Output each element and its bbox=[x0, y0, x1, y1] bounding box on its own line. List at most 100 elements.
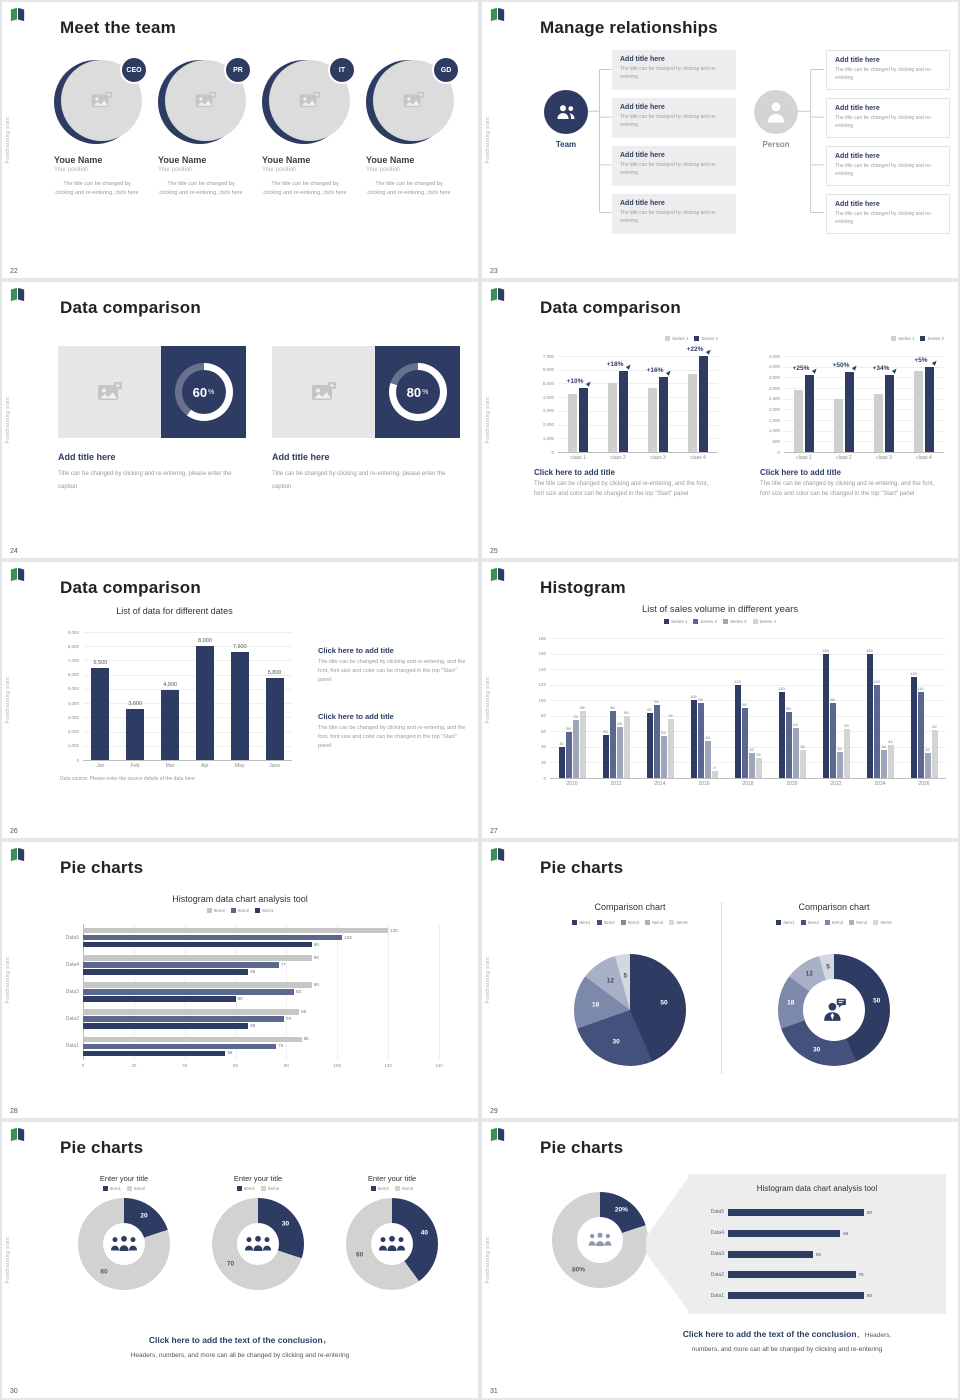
legend-swatch-item1 bbox=[236, 1186, 242, 1191]
value-label: 40 bbox=[559, 740, 564, 746]
donut-chart: 30 70 bbox=[212, 1198, 304, 1290]
slide-31[interactable]: Fundraising plan Pie charts 20% 80% Histo… bbox=[482, 1122, 958, 1398]
people-icon bbox=[588, 1232, 612, 1247]
comparison-card: 60% Add title here Title can be changed … bbox=[58, 346, 246, 490]
logo-icon bbox=[490, 7, 505, 22]
donut-center bbox=[370, 1222, 414, 1266]
logo-icon bbox=[10, 287, 25, 302]
value-label: 80 bbox=[867, 1293, 873, 1299]
progress-ring: 80% bbox=[388, 363, 447, 421]
slide-29[interactable]: Fundraising plan Pie charts Comparison c… bbox=[482, 842, 958, 1118]
avatar: CEO bbox=[54, 58, 146, 146]
bar-series3 bbox=[836, 751, 843, 778]
value-label: 94 bbox=[654, 698, 659, 704]
slice-label: 18 bbox=[787, 999, 795, 1007]
slice-label: 30 bbox=[812, 1046, 821, 1054]
legend-item: Item3 bbox=[824, 920, 843, 925]
grid-line bbox=[558, 424, 718, 426]
slide-27[interactable]: Fundraising plan Histogram List of sales… bbox=[482, 562, 958, 838]
value-label: 9 bbox=[713, 765, 716, 770]
slide-28[interactable]: Fundraising plan Pie charts Histogram da… bbox=[2, 842, 478, 1118]
legend-swatch-item3 bbox=[620, 920, 626, 925]
legend-swatch-item1 bbox=[370, 1186, 376, 1191]
y-axis-label: 6,000 bbox=[67, 672, 79, 678]
percent-sign: % bbox=[422, 388, 429, 396]
chart-title: Enter your title bbox=[367, 1174, 417, 1183]
x-axis-label: Jan bbox=[96, 763, 105, 769]
grid-line bbox=[83, 688, 292, 690]
bar-series1 bbox=[690, 700, 697, 778]
box-title: Add title here bbox=[620, 104, 665, 111]
x-axis-label: 2024 bbox=[874, 781, 886, 787]
grid-line bbox=[558, 397, 718, 399]
x-axis-label: May bbox=[235, 763, 245, 769]
growth-label: +22% bbox=[686, 346, 704, 353]
y-axis-label: 140 bbox=[538, 666, 546, 672]
bar-list: Data5 80 Data4 66 Data3 50 Data2 75 Data1 80 bbox=[702, 1202, 932, 1306]
slide-title: Data comparison bbox=[60, 298, 201, 317]
legend-swatch-item2 bbox=[230, 908, 236, 913]
bar bbox=[91, 667, 110, 760]
legend-label: Item1 bbox=[243, 1186, 255, 1191]
member-caption: The title can be changed by clicking and… bbox=[55, 181, 139, 196]
side-watermark: Fundraising plan bbox=[485, 1236, 491, 1284]
slide-number: 26 bbox=[10, 828, 18, 835]
x-axis-label: 40 bbox=[182, 1063, 188, 1068]
conclusion-bold: Click here to add the text of the conclu… bbox=[682, 1329, 857, 1339]
bar bbox=[230, 651, 249, 760]
x-axis-label: 60 bbox=[233, 1063, 239, 1068]
grid-line bbox=[784, 441, 944, 443]
value-label: 62 bbox=[932, 723, 937, 729]
value-label: 65 bbox=[250, 1023, 256, 1029]
value-label: 76 bbox=[668, 712, 673, 718]
plot-area: 180 160 140 120 100 80 60 40 20 0 40 59 75 86 2010 55 86… bbox=[530, 630, 948, 788]
slide-25[interactable]: Fundraising plan Data comparison Series … bbox=[482, 282, 958, 558]
team-member-card: IT Youe Name Your position The title can… bbox=[262, 58, 358, 198]
grid-line bbox=[550, 715, 946, 717]
growth-label: +50% bbox=[832, 362, 850, 369]
bar-series4 bbox=[931, 729, 938, 778]
slide-22[interactable]: Fundraising plan Meet the team CEO Youe … bbox=[2, 2, 478, 278]
y-axis-label: 40 bbox=[540, 744, 546, 750]
slide-24[interactable]: Fundraising plan Data comparison 60% Add… bbox=[2, 282, 478, 558]
grid-line bbox=[550, 778, 946, 779]
people-icon bbox=[111, 1235, 137, 1251]
bar-series1 bbox=[778, 692, 785, 778]
role-badge: GD bbox=[434, 58, 458, 82]
slide-26[interactable]: Fundraising plan Data comparison List of… bbox=[2, 562, 478, 838]
side-watermark: Fundraising plan bbox=[485, 676, 491, 724]
legend-item: Item5 bbox=[873, 920, 892, 925]
bar-item2 bbox=[83, 1016, 284, 1022]
slide-30[interactable]: Fundraising plan Pie charts Enter your t… bbox=[2, 1122, 478, 1398]
legend-swatch-item2 bbox=[261, 1186, 266, 1191]
grid-line bbox=[558, 369, 718, 371]
pie-chart: 50 30 18 12 5 bbox=[574, 954, 686, 1066]
member-position: Your position bbox=[54, 167, 89, 173]
legend-swatch-item2 bbox=[127, 1186, 132, 1191]
slide-23[interactable]: Fundraising plan Manage relationships Te… bbox=[482, 2, 958, 278]
bar-item2 bbox=[83, 962, 279, 968]
comparison-card: 80% Add title here Title can be changed … bbox=[272, 346, 460, 490]
conclusion: Click here to add the text of the conclu… bbox=[2, 1330, 478, 1359]
x-axis-label: 2020 bbox=[786, 781, 798, 787]
box-caption: The title can be changed by clicking and… bbox=[620, 66, 717, 80]
value-label: 63 bbox=[844, 723, 849, 728]
x-axis-label: 80 bbox=[283, 1063, 289, 1068]
growth-arrow-icon bbox=[891, 367, 899, 374]
bar-series1 bbox=[794, 390, 803, 452]
bar bbox=[126, 708, 145, 760]
bar-series1 bbox=[734, 684, 741, 778]
bar-series2 bbox=[579, 387, 588, 452]
chart-legend: Item1 Item2 bbox=[326, 1186, 458, 1191]
legend-item: Series 1 bbox=[663, 619, 687, 624]
chart-legend: Series 1 Series 2 Series 3 Series 4 bbox=[482, 619, 958, 624]
y-axis-label: 1,500 bbox=[768, 417, 780, 423]
x-axis-label: class 4 bbox=[916, 455, 932, 461]
grid-line bbox=[550, 762, 946, 764]
bar-series4 bbox=[623, 715, 630, 778]
box-caption: The title can be changed by clicking and… bbox=[620, 114, 717, 128]
value-label: 160 bbox=[866, 647, 873, 653]
donut-chart: 40 60 bbox=[346, 1198, 438, 1290]
bar-series2 bbox=[829, 703, 836, 778]
x-axis-label: class 1 bbox=[796, 455, 812, 461]
